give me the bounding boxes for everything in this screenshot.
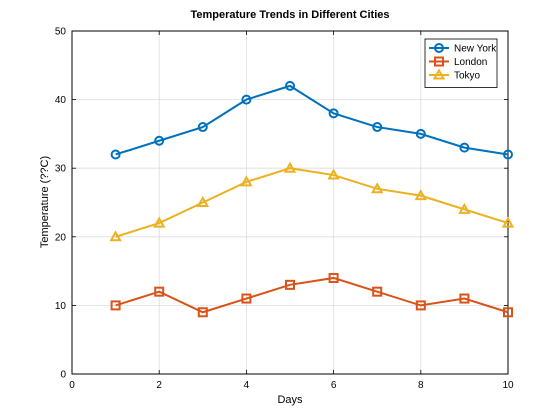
data-point-tokyo [501, 216, 515, 228]
data-point-london [328, 272, 339, 283]
data-point-new-york [459, 142, 470, 153]
data-point-london [241, 293, 252, 304]
data-point-new-york [110, 149, 121, 160]
series-line-new-york [115, 84, 509, 156]
y-tick-label: 10 [55, 301, 67, 312]
axis-ticks: 0 2 4 6 8 10 0 10 20 30 40 50 [55, 27, 514, 392]
series-london [110, 272, 513, 318]
y-tick-label: 50 [55, 27, 67, 38]
plot-area-frame [71, 30, 509, 375]
data-point-tokyo [152, 216, 166, 228]
legend-marker-new-york [434, 43, 444, 53]
y-tick-label: 30 [55, 164, 67, 175]
y-tick-label: 0 [60, 370, 66, 381]
legend-marker-london [434, 56, 444, 67]
data-point-tokyo [458, 202, 471, 214]
data-point-tokyo [240, 175, 253, 187]
data-point-new-york [415, 128, 426, 139]
x-tick-label: 2 [156, 380, 162, 391]
data-point-new-york [241, 94, 252, 105]
data-point-tokyo [370, 182, 384, 194]
x-axis-label: Days [277, 394, 303, 406]
legend: New York London Tokyo [424, 38, 498, 88]
data-point-london [154, 286, 165, 297]
chart-title: Temperature Trends in Different Cities [190, 9, 389, 21]
x-tick-label: 0 [69, 380, 75, 391]
y-axis-label: Temperature (??C) [39, 156, 51, 248]
data-point-london [285, 279, 295, 290]
data-point-new-york [372, 122, 383, 133]
data-point-tokyo [414, 189, 428, 201]
data-point-tokyo [283, 161, 297, 173]
data-point-london [197, 307, 208, 318]
x-tick-label: 8 [418, 380, 424, 391]
x-tick-label: 6 [331, 380, 337, 391]
x-tick-label: 4 [244, 380, 250, 391]
data-point-london [110, 300, 121, 311]
data-point-london [415, 300, 426, 311]
data-point-new-york [503, 149, 513, 160]
data-point-tokyo [327, 168, 340, 180]
data-point-new-york [197, 122, 208, 133]
x-tick-label: 10 [502, 380, 514, 391]
data-point-new-york [285, 80, 295, 91]
series-group [109, 80, 515, 318]
data-point-new-york [154, 135, 165, 146]
data-point-tokyo [109, 230, 122, 242]
data-point-london [503, 307, 513, 318]
series-tokyo [109, 161, 515, 242]
legend-marker-tokyo [432, 68, 446, 80]
y-tick-label: 20 [55, 232, 67, 243]
legend-label-tokyo: Tokyo [454, 71, 481, 82]
y-tick-label: 40 [55, 95, 67, 106]
legend-label-london: London [454, 57, 487, 68]
data-point-london [372, 286, 383, 297]
data-point-tokyo [196, 195, 210, 207]
series-line-london [115, 276, 509, 314]
data-point-new-york [328, 108, 339, 119]
legend-label-new-york: New York [454, 44, 497, 55]
series-line-tokyo [115, 167, 509, 238]
series-new-york [110, 80, 513, 160]
data-point-london [459, 293, 470, 304]
